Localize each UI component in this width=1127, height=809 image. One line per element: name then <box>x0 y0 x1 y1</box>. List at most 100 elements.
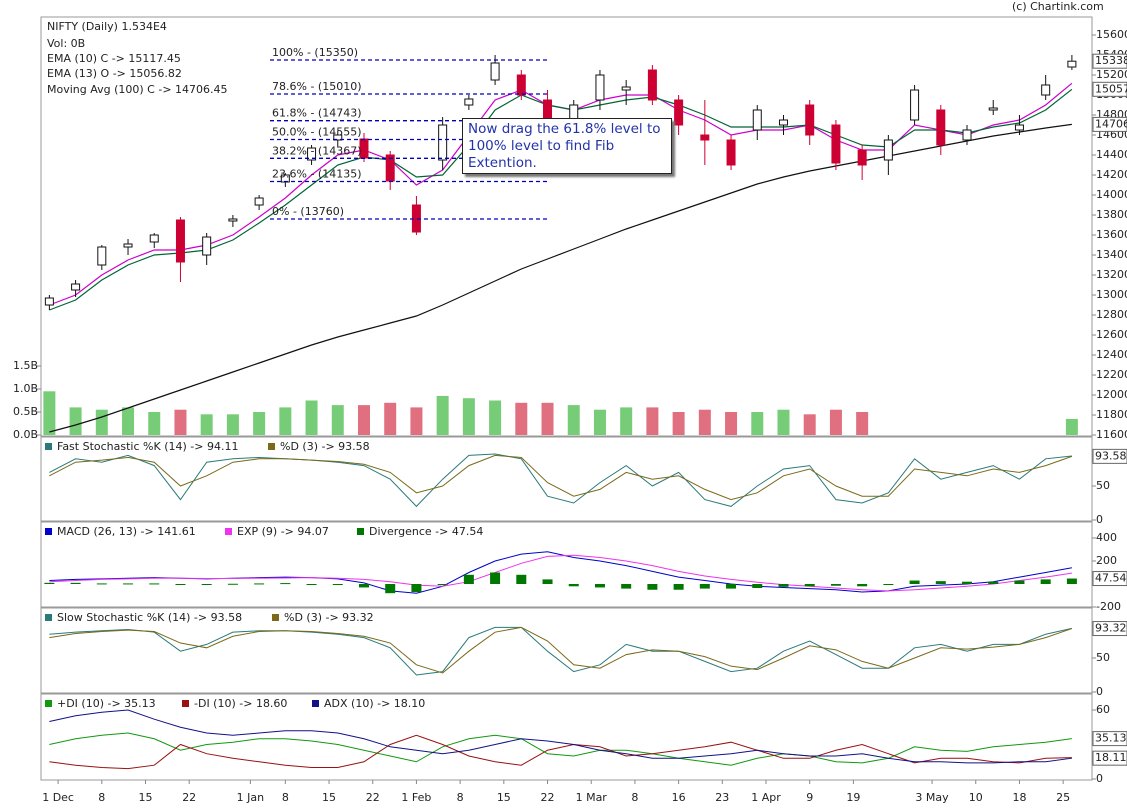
volume-bar <box>174 409 187 435</box>
legend-entry: %D (3) -> 93.58 <box>280 440 370 453</box>
legend-entry: %D (3) -> 93.32 <box>284 611 374 624</box>
histogram-bar <box>988 581 999 584</box>
candle-body <box>595 74 605 101</box>
volume-bar <box>331 405 344 435</box>
histogram-bar <box>909 580 920 584</box>
x-tick-label: 9 <box>806 791 813 804</box>
histogram-bar <box>542 579 553 584</box>
y-tick-label: 200 <box>1096 554 1117 567</box>
volume-bar <box>803 414 816 435</box>
legend-entry: Divergence -> 47.54 <box>369 525 483 538</box>
legend-entry: ADX (10) -> 18.10 <box>324 697 425 710</box>
volume-bar <box>384 402 397 435</box>
legend-entry: +DI (10) -> 35.13 <box>57 697 156 710</box>
y-tick-label: 13600 <box>1096 228 1127 241</box>
last-value-box <box>1092 116 1127 132</box>
volume-bar <box>357 405 370 435</box>
x-tick-label: 15 <box>139 791 153 804</box>
fib-label: 100% - (15350) <box>272 46 358 59</box>
x-tick-label: 8 <box>282 791 289 804</box>
legend-entry: EXP (9) -> 94.07 <box>237 525 329 538</box>
last-value-box <box>1092 571 1127 587</box>
histogram-bar <box>516 574 527 584</box>
candle-body <box>175 219 185 263</box>
candle-body <box>97 246 107 266</box>
indicator-line <box>49 454 1073 501</box>
x-tick-label: 8 <box>631 791 638 804</box>
volume-bar <box>620 407 633 435</box>
candle-body <box>647 69 657 101</box>
volume-bar <box>567 405 580 435</box>
y-tick-label: 13800 <box>1096 208 1127 221</box>
histogram-bar <box>123 583 134 585</box>
candle-body <box>307 147 317 161</box>
fib-label: 38.2% - (14367) <box>272 144 361 157</box>
histogram-bar <box>935 581 946 584</box>
volume-bar <box>672 412 685 435</box>
histogram-bar <box>621 584 632 589</box>
volume-bar <box>1065 418 1078 435</box>
last-value-box <box>1092 621 1127 637</box>
last-value-box <box>1092 81 1127 97</box>
last-value-box <box>1092 448 1127 464</box>
y-tick-label: 14000 <box>1096 188 1127 201</box>
panel-frame <box>40 521 1093 608</box>
x-tick-label: 19 <box>846 791 860 804</box>
candle-body <box>726 139 736 166</box>
last-value-box <box>1092 731 1127 747</box>
candle-body <box>1014 124 1024 131</box>
x-tick-label: 22 <box>541 791 555 804</box>
last-value-label: 18.11 <box>1095 751 1127 764</box>
histogram-bar <box>437 584 448 585</box>
volume-bar <box>436 395 449 435</box>
histogram-bar <box>804 584 815 587</box>
volume-bar <box>646 407 659 435</box>
y-tick-label: 12400 <box>1096 348 1127 361</box>
histogram-bar <box>1014 580 1025 584</box>
ma-line <box>49 88 1073 311</box>
histogram-bar <box>280 583 291 585</box>
candle-body <box>438 124 448 161</box>
panel-frame <box>40 607 1093 694</box>
candle-body <box>123 243 133 248</box>
candle-body <box>988 107 998 111</box>
volume-bar <box>69 407 82 435</box>
panel-frame <box>40 693 1093 781</box>
legend-entry: -DI (10) -> 18.60 <box>194 697 287 710</box>
legend-entry: EMA (10) C -> 15117.45 <box>47 52 181 65</box>
y-tick-label: 12200 <box>1096 368 1127 381</box>
volume-label: Vol: 0B <box>47 37 85 50</box>
histogram-bar <box>463 574 474 584</box>
candle-body <box>333 134 343 141</box>
volume-bar <box>43 391 56 435</box>
x-tick-label: 8 <box>457 791 464 804</box>
volume-bar <box>410 407 423 435</box>
histogram-bar <box>962 581 973 584</box>
volume-bar <box>541 402 554 435</box>
x-tick-label: 1 Jan <box>237 791 264 804</box>
candle-body <box>805 104 815 136</box>
volume-bar <box>515 402 528 435</box>
volume-bar <box>253 412 266 435</box>
x-tick-label: 18 <box>1012 791 1026 804</box>
candle-body <box>700 134 710 141</box>
volume-bar <box>593 409 606 435</box>
histogram-bar <box>96 583 107 585</box>
histogram-bar <box>857 584 868 587</box>
last-value-label: 47.54 <box>1095 572 1127 585</box>
legend-swatch <box>225 528 232 535</box>
candle-body <box>516 74 526 96</box>
annotation: Now drag the 61.8% level to 100% level t… <box>462 118 672 174</box>
histogram-bar <box>411 584 422 593</box>
x-tick-label: 22 <box>182 791 196 804</box>
histogram-bar <box>830 584 841 586</box>
candle-body <box>621 86 631 91</box>
volume-tick-label: 0.5B <box>13 405 38 418</box>
fib-label: 50.0% - (14555) <box>272 126 361 139</box>
indicator-line <box>49 626 1072 676</box>
volume-bar <box>200 414 213 435</box>
volume-tick-label: 0.0B <box>13 428 38 441</box>
histogram-bar <box>175 584 186 585</box>
indicator-line <box>49 551 1072 594</box>
x-tick-label: 15 <box>322 791 336 804</box>
